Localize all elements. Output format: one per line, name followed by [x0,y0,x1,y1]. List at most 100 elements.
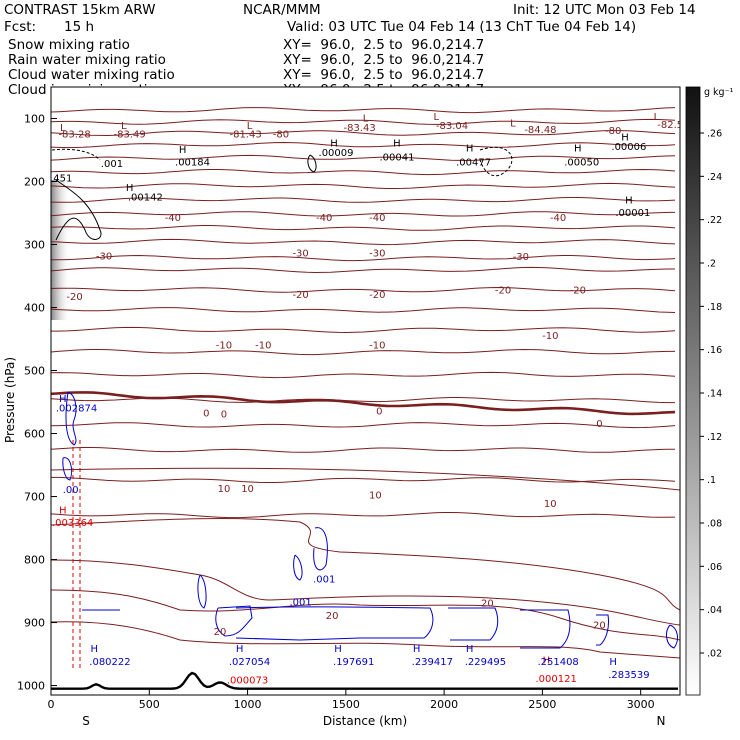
temperature-contour-label: -40 [165,213,181,224]
contour-labels: -83.28 -83.49 -81.43 -80 -83.43 -83.04 -84.48 -… [52,112,683,686]
plot-frame [50,86,681,696]
temperature-contour-label: -30 [369,248,385,259]
cloud-water-contour-label: .001 [290,597,312,608]
temperature-contour-label: -80 [605,126,621,137]
isotherm-line [51,286,676,293]
temperature-contour-label: 0 [221,410,227,421]
snow-ice-contour-label: .001 [101,159,123,170]
snow-ice-contour-label: .00477 [456,158,491,169]
isotherm-line [51,118,676,125]
isotherm-line [51,422,676,429]
temperature-contour-label: -82.5 [657,120,683,131]
colorbar-unit: g kg⁻¹ [704,87,734,98]
low-marker-label: L [510,119,516,130]
isotherm-line [51,326,676,334]
isotherm-line [51,154,676,162]
temperature-contour-label: -10 [216,340,232,351]
snow-ice-contour-label: .00001 [615,208,650,219]
colorbar-tick-label: .22 [707,215,722,226]
low-marker-label: L [60,123,66,134]
isotherm-line [51,182,676,189]
snow-ice-contour-label: H [393,139,401,150]
rain-contour-label: H [543,655,551,666]
hydrometeor-contour [479,146,513,177]
colorbar-tick-label: .16 [707,345,722,356]
snow-ice-contour-label: H [179,145,187,156]
snow-ice-contour-label: .00142 [128,192,163,203]
hydrometeor-contour [448,607,499,641]
field-xy-snow: XY= 96.0, 2.5 to 96.0,214.7 [283,37,484,53]
field-xy-cloud-water: XY= 96.0, 2.5 to 96.0,214.7 [283,67,484,83]
snow-ice-contour-label: H [466,144,474,155]
hydrometeor-contour [293,554,303,581]
isotherm-line [51,621,680,659]
y-tick-label: 900 [24,617,45,630]
snow-ice-contour-label: H [126,183,134,194]
isotherm-line [51,467,680,491]
x-tick-label: 1000 [234,698,262,711]
temperature-contour-label: -20 [369,290,385,301]
y-tick-label: 1000 [17,680,45,693]
temperature-contour-label: -30 [96,251,112,262]
temperature-contour-label: 0 [376,406,382,417]
x-tick-label: 2500 [528,698,556,711]
x-tick-label: 1500 [332,698,360,711]
snow-ice-contour-label: .00009 [319,148,354,159]
snow-ice-contour-label: H [621,132,629,143]
temperature-contour-label: 20 [593,621,606,632]
low-marker-label: L [363,114,369,125]
temperature-contour-label: -20 [292,290,308,301]
cloud-water-contour-label: H [466,644,474,655]
cloud-water-contour-label: .251408 [537,657,578,668]
y-tick-label: 700 [24,491,45,504]
cloud-water-contour-label: .027054 [229,657,270,668]
colorbar-ticks: .26 .24 .22 .2 .18 .16 .14 .12 .1 .08 .06 .04 .02 [700,129,722,660]
low-marker-label: L [121,121,127,132]
colorbar-tick-label: .18 [707,302,722,313]
rain-contour-label: .000121 [535,674,576,685]
snow-ice-contour-label: .00184 [175,158,210,169]
isotherm-line [51,512,676,519]
field-xy-rain: XY= 96.0, 2.5 to 96.0,214.7 [283,52,484,68]
isotherm-line [51,476,676,483]
temperature-contour-label: 10 [218,484,231,495]
temperature-contour-label: -80 [273,129,289,140]
isotherm-contours [51,107,680,659]
hydrometeor-contour [65,391,77,446]
cloud-water-contour-label: .239417 [412,657,453,668]
forecast-label: Fcst: [4,19,36,35]
temperature-contour-label: -10 [369,340,385,351]
colorbar-tick-label: .02 [707,649,722,660]
cloud-water-contour-label: .229495 [465,657,506,668]
temperature-contour-label: 0 [596,419,602,430]
plot-area [51,87,680,695]
cloud-water-contour-label: H [59,394,67,405]
isotherm-line [51,197,676,203]
isotherm-line [51,141,676,149]
south-end-label: S [82,714,90,728]
y-axis-ticks: 100 200 300 400 500 600 700 800 900 1000 [17,113,57,693]
colorbar [685,86,701,696]
isotherm-line [51,266,675,274]
low-marker-label: L [654,112,660,123]
snow-ice-contour-label: .00006 [611,142,646,153]
x-tick-label: 3000 [627,698,655,711]
cloud-water-contour-label: .283539 [608,670,649,681]
hydrometeor-contour [62,457,73,481]
temperature-contour-label: -20 [495,286,511,297]
model-title: CONTRAST 15km ARW [4,2,155,18]
isotherm-line [51,225,676,231]
snow-ice-contour-label: .00041 [379,153,414,164]
isotherm-line [51,238,676,246]
isotherm-line [51,589,680,641]
colorbar-tick-label: .2 [707,259,716,270]
hydrometeor-contour [215,605,253,637]
cloud-water-contour-label: H [236,644,244,655]
colorbar-tick-label: .04 [707,605,722,616]
x-tick-label: 2000 [430,698,458,711]
snow-ice-contour-label: H [574,144,582,155]
y-tick-label: 800 [24,554,45,567]
snow-ice-contour-label: H [625,195,633,206]
colorbar-tick-label: .24 [707,172,722,183]
